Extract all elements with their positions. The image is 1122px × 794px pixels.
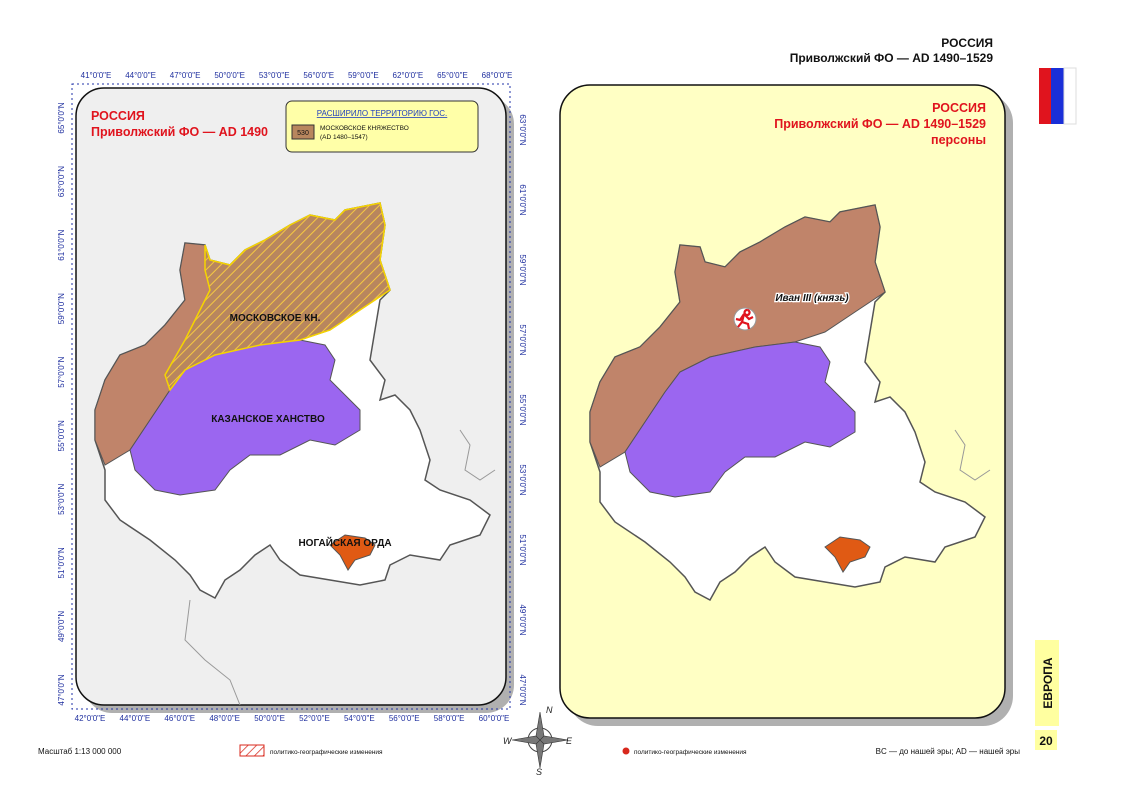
coordinate-label: 55°0'0"N: [57, 420, 66, 451]
flag-white: [1063, 67, 1077, 125]
header-subtitle: Приволжский ФО — AD 1490–1529: [790, 51, 994, 65]
page-number: 20: [1039, 734, 1053, 748]
coordinate-label: 57°0'0"N: [518, 324, 527, 355]
coordinate-label: 50°0'0"E: [214, 71, 245, 80]
coordinate-label: 55°0'0"N: [518, 394, 527, 425]
coordinate-label: 47°0'0"N: [57, 674, 66, 705]
coordinate-label: 63°0'0"N: [518, 114, 527, 145]
legend-code: 530: [297, 130, 309, 137]
right-map-title: РОССИЯ: [932, 101, 986, 115]
coordinate-label: 51°0'0"N: [518, 534, 527, 565]
compass-n: N: [546, 705, 553, 715]
coordinate-label: 57°0'0"N: [57, 356, 66, 387]
flag-red: [1039, 68, 1051, 124]
coordinate-label: 44°0'0"E: [125, 71, 156, 80]
legend-dot: [622, 747, 630, 755]
coordinate-label: 61°0'0"N: [57, 229, 66, 260]
coordinate-label: 53°0'0"N: [518, 464, 527, 495]
coordinate-label: 56°0'0"E: [389, 714, 420, 723]
neighbour-border: [184, 429, 496, 706]
region-label: КАЗАНСКОЕ ХАНСТВО: [211, 414, 325, 425]
scale-note: Масштаб 1:13 000 000: [38, 747, 122, 756]
coordinate-label: 50°0'0"E: [254, 714, 285, 723]
coordinate-label: 46°0'0"E: [164, 714, 195, 723]
coordinate-label: 56°0'0"E: [303, 71, 334, 80]
person-label: Иван III (князь): [775, 293, 849, 304]
coordinate-label: 65°0'0"N: [57, 102, 66, 133]
compass-e: E: [566, 736, 573, 746]
coordinate-label: 61°0'0"N: [518, 184, 527, 215]
coordinate-label: 54°0'0"E: [344, 714, 375, 723]
expansion-area: [164, 202, 391, 392]
compass-w: W: [503, 736, 513, 746]
map-frame: [71, 83, 511, 710]
era-note: BC — до нашей эры; AD — нашей эры: [876, 747, 1021, 756]
region-label: НОГАЙСКАЯ ОРДА: [298, 536, 391, 549]
coordinate-label: 53°0'0"N: [57, 484, 66, 515]
legend-dot-text: политико-географические изменения: [634, 749, 747, 756]
coordinate-label: 59°0'0"N: [57, 293, 66, 324]
neighbour-border: [954, 429, 991, 481]
flag-blue: [1051, 68, 1064, 124]
header-country: РОССИЯ: [941, 36, 993, 50]
legend-period: (AD 1480–1547): [320, 134, 368, 141]
legend-hatch-swatch: [239, 744, 265, 757]
coordinate-label: 49°0'0"N: [518, 604, 527, 635]
coordinate-label: 60°0'0"E: [479, 714, 510, 723]
coordinate-label: 48°0'0"E: [209, 714, 240, 723]
coordinate-label: 59°0'0"N: [518, 254, 527, 285]
right-map-note: персоны: [931, 133, 986, 147]
coordinate-labels: 41°0'0"E 44°0'0"E 47°0'0"E 50°0'0"E 53°0'0"E…: [57, 71, 527, 723]
coordinate-label: 51°0'0"N: [57, 547, 66, 578]
legend-box: [285, 100, 479, 153]
legend-swatch: [291, 124, 315, 140]
coordinate-label: 47°0'0"E: [170, 71, 201, 80]
coordinate-label: 47°0'0"N: [518, 674, 527, 705]
coordinate-label: 63°0'0"N: [57, 166, 66, 197]
legend-hatch-text: политико-географические изменения: [270, 749, 383, 756]
coordinate-label: 53°0'0"E: [259, 71, 290, 80]
coordinate-label: 42°0'0"E: [75, 714, 106, 723]
legend-heading: РАСШИРИЛО ТЕРРИТОРИЮ ГОС.: [317, 109, 448, 118]
coordinate-label: 59°0'0"E: [348, 71, 379, 80]
coordinate-label: 65°0'0"E: [437, 71, 468, 80]
compass-s: S: [536, 767, 542, 777]
coordinate-label: 52°0'0"E: [299, 714, 330, 723]
coordinate-label: 58°0'0"E: [434, 714, 465, 723]
coordinate-label: 44°0'0"E: [120, 714, 151, 723]
coordinate-label: 68°0'0"E: [482, 71, 513, 80]
page-number-box: [1035, 730, 1057, 750]
coordinate-label: 62°0'0"E: [393, 71, 424, 80]
side-tab-label: ЕВРОПА: [1041, 657, 1055, 708]
right-map-subtitle: Приволжский ФО — AD 1490–1529: [774, 117, 986, 131]
person-runner: [735, 308, 754, 330]
left-map-title: РОССИЯ: [91, 109, 145, 123]
coordinate-label: 41°0'0"E: [81, 71, 112, 80]
compass-rose: [511, 711, 569, 769]
legend-name: МОСКОВСКОЕ КНЯЖЕСТВО: [320, 125, 409, 132]
coordinate-label: 49°0'0"N: [57, 611, 66, 642]
side-tab: [1035, 640, 1059, 726]
region-label: МОСКОВСКОЕ КН.: [230, 313, 321, 324]
left-map-subtitle: Приволжский ФО — AD 1490: [91, 125, 268, 139]
